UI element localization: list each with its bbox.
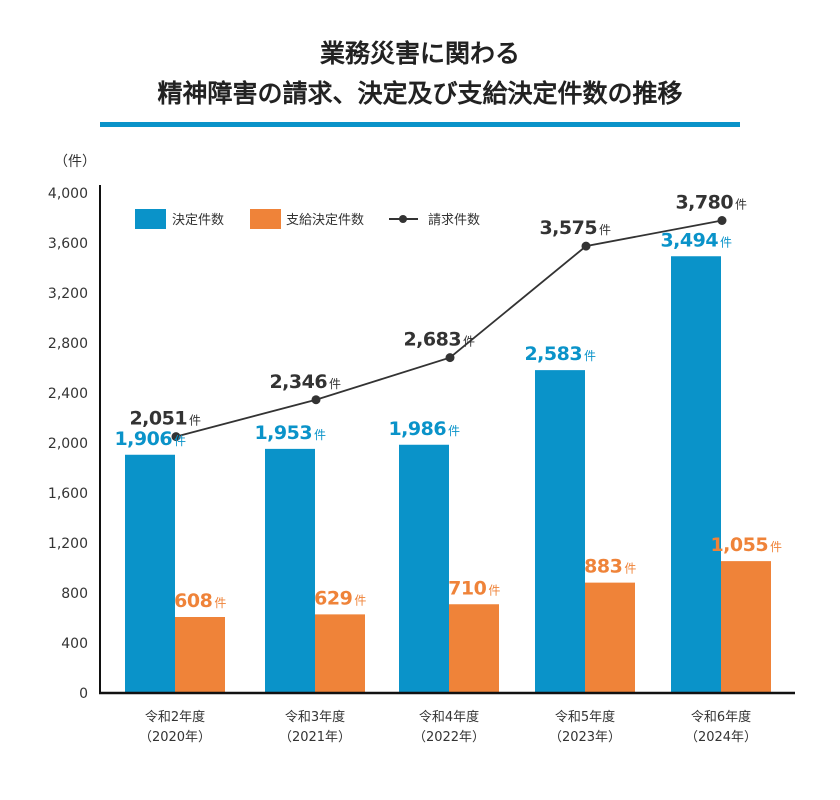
point-claims: [717, 216, 727, 225]
legend-label-decided: 決定件数: [172, 213, 224, 228]
x-tick-label: 令和6年度: [691, 709, 751, 725]
y-tick-label: 3,600: [48, 236, 88, 252]
y-tick-label: 3,200: [48, 286, 88, 302]
data-label-claims: 2,683 件: [403, 329, 475, 351]
x-tick-label: 令和2年度: [145, 709, 205, 725]
legend-label-claims: 請求件数: [428, 213, 480, 228]
x-tick-label: 令和3年度: [285, 709, 345, 725]
y-axis-unit-label: （件）: [54, 154, 96, 170]
legend-marker-claims: [399, 215, 407, 223]
bar-paid: [175, 617, 225, 693]
point-claims: [445, 353, 455, 363]
y-tick-label: 0: [79, 686, 88, 702]
y-tick-label: 2,000: [48, 436, 88, 452]
y-tick-label: 2,400: [48, 386, 88, 402]
title-line-1: 業務災害に関わる: [319, 39, 520, 68]
bar-decided: [265, 448, 315, 693]
x-tick-sublabel: （2020年）: [139, 730, 211, 745]
data-label-decided: 2,583 件: [524, 343, 596, 365]
y-tick-label: 400: [61, 636, 88, 652]
x-tick-sublabel: （2024年）: [685, 730, 757, 745]
bar-decided: [125, 454, 175, 693]
point-claims: [311, 395, 321, 405]
legend-swatch-decided: [135, 209, 166, 229]
bar-decided: [671, 256, 721, 693]
bar-paid: [315, 614, 365, 693]
x-tick-sublabel: （2023年）: [549, 730, 621, 745]
data-label-claims: 3,780 件: [675, 192, 747, 214]
data-label-decided: 1,906 件: [114, 428, 186, 450]
bar-paid: [449, 604, 499, 693]
data-label-claims: 2,051 件: [129, 408, 201, 430]
y-tick-label: 1,600: [48, 486, 88, 502]
x-tick-label: 令和4年度: [419, 709, 479, 725]
x-tick-label: 令和5年度: [555, 709, 615, 725]
data-label-paid: 883 件: [584, 556, 636, 578]
data-label-paid: 1,055 件: [710, 534, 782, 556]
data-label-claims: 3,575 件: [539, 217, 611, 239]
bar-decided: [399, 444, 449, 693]
bar-paid: [585, 582, 635, 693]
y-tick-label: 2,800: [48, 336, 88, 352]
data-label-claims: 2,346 件: [269, 371, 341, 393]
title-line-2: 精神障害の請求、決定及び支給決定件数の推移: [157, 79, 683, 108]
legend-swatch-paid: [250, 209, 281, 229]
data-label-paid: 629 件: [314, 587, 366, 609]
point-claims: [171, 432, 181, 442]
data-label-decided: 1,953 件: [254, 422, 326, 444]
y-tick-label: 4,000: [48, 186, 88, 202]
data-label-paid: 710 件: [448, 577, 500, 599]
legend-label-paid: 支給決定件数: [286, 213, 364, 228]
data-label-decided: 1,986 件: [388, 418, 460, 440]
data-label-decided: 3,494 件: [660, 229, 732, 251]
x-tick-sublabel: （2022年）: [413, 730, 485, 745]
point-claims: [581, 241, 591, 251]
data-label-paid: 608 件: [174, 590, 226, 612]
y-tick-label: 800: [61, 586, 88, 602]
x-tick-sublabel: （2021年）: [279, 730, 351, 745]
bar-paid: [721, 561, 771, 693]
bar-decided: [535, 370, 585, 693]
chart-title: 業務災害に関わる 精神障害の請求、決定及び支給決定件数の推移: [0, 34, 840, 114]
title-underline: [100, 122, 740, 127]
y-tick-label: 1,200: [48, 536, 88, 552]
